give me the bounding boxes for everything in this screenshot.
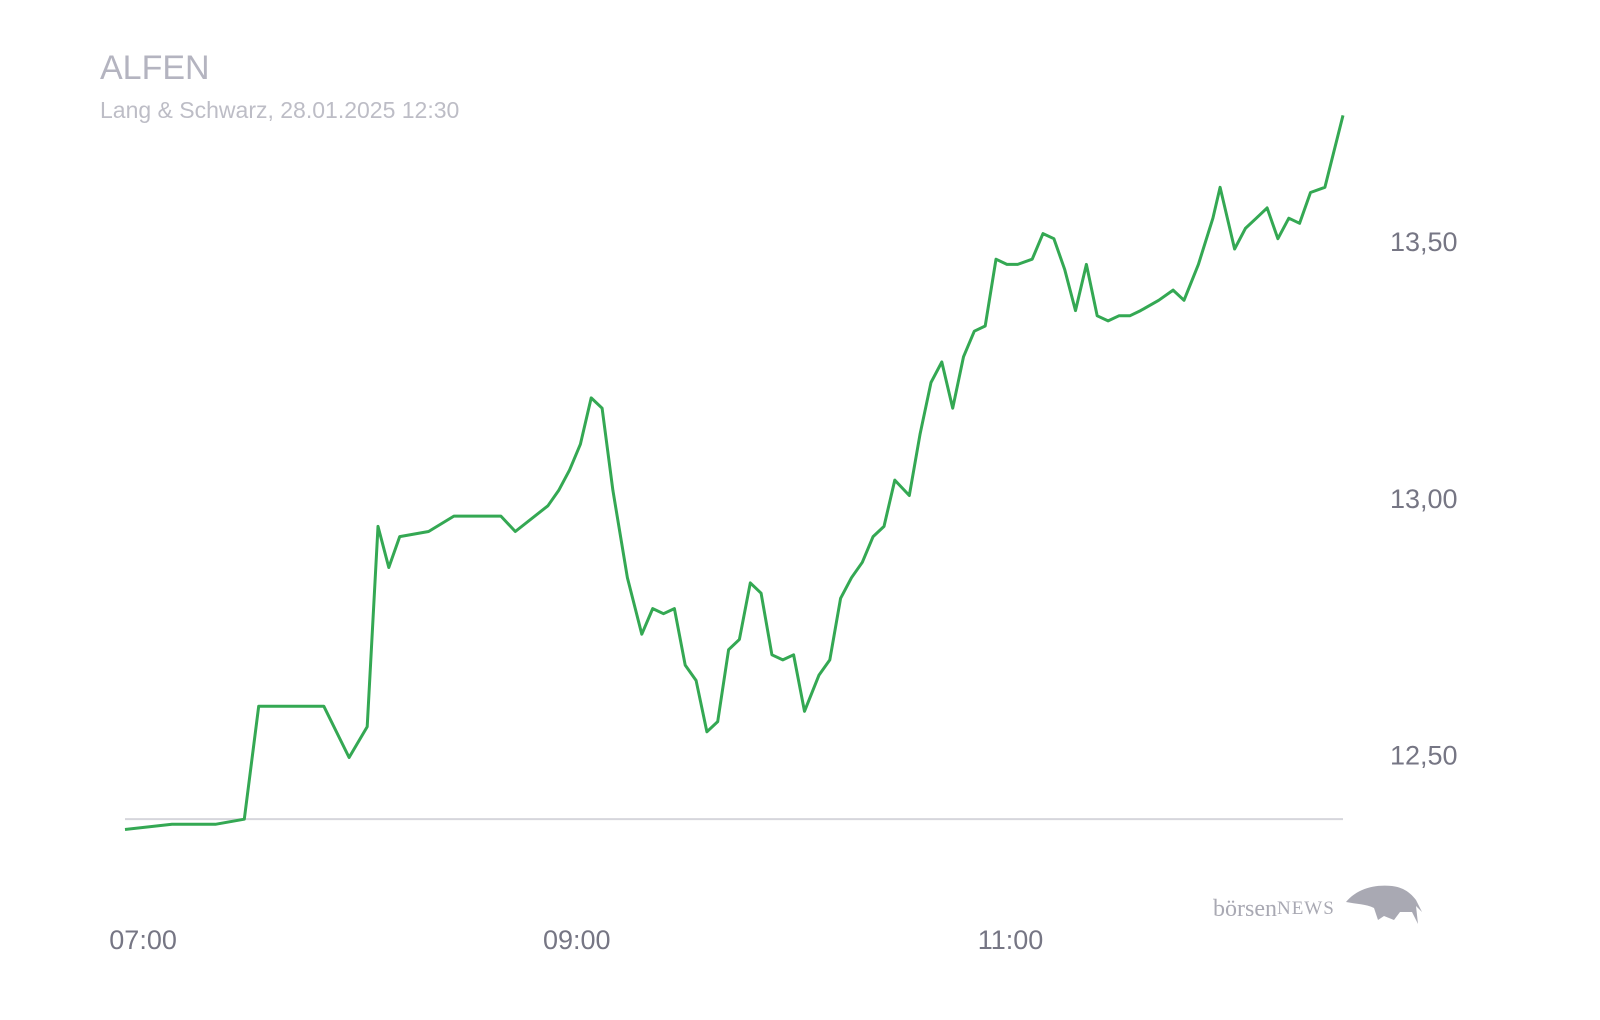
x-tick-label: 11:00 (978, 925, 1044, 955)
logo-text: börsenNEWS (1213, 896, 1335, 922)
chart-title: ALFEN (100, 49, 210, 87)
logo-part: börsen (1213, 896, 1277, 922)
logo-bull (1346, 885, 1422, 924)
y-tick-label: 12,50 (1390, 741, 1458, 771)
logo-part: NEWS (1277, 898, 1335, 919)
y-tick-label: 13,00 (1390, 484, 1458, 514)
y-tick-label: 13,50 (1390, 227, 1458, 257)
logo: börsenNEWS (1213, 885, 1422, 924)
chart-subtitle: Lang & Schwarz, 28.01.2025 12:30 (100, 97, 459, 123)
x-tick-label: 09:00 (543, 925, 611, 955)
x-tick-label: 07:00 (109, 925, 177, 955)
price-line (124, 115, 1345, 831)
